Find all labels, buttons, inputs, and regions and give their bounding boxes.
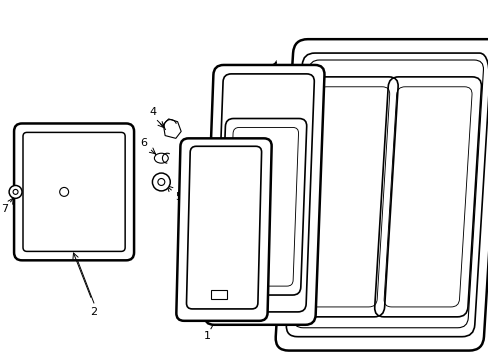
Circle shape (13, 189, 18, 194)
Circle shape (158, 179, 164, 185)
Polygon shape (163, 119, 181, 138)
FancyBboxPatch shape (14, 123, 134, 260)
FancyBboxPatch shape (176, 138, 271, 321)
Text: 3: 3 (253, 71, 260, 81)
Ellipse shape (154, 153, 168, 163)
FancyBboxPatch shape (204, 65, 324, 325)
Circle shape (9, 185, 22, 198)
Circle shape (60, 188, 68, 196)
FancyBboxPatch shape (275, 39, 488, 351)
Text: 1: 1 (203, 331, 210, 341)
Text: 6: 6 (140, 138, 147, 148)
Bar (210, 290, 226, 299)
Text: 5: 5 (175, 192, 182, 202)
Text: 7: 7 (1, 204, 9, 214)
Text: 4: 4 (149, 107, 157, 117)
Text: 2: 2 (90, 307, 97, 317)
Circle shape (152, 173, 170, 191)
